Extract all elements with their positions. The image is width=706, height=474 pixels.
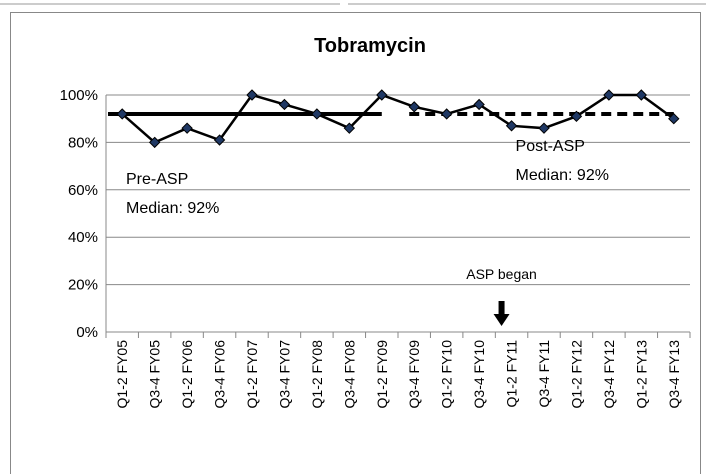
x-tick-label: Q3-4 FY06 (212, 340, 228, 409)
y-tick-label: 0% (76, 324, 98, 341)
data-point (181, 122, 193, 134)
data-point (278, 98, 291, 111)
data-point (148, 136, 161, 149)
data-point (376, 89, 388, 101)
x-tick-label: Q1-2 FY08 (309, 340, 325, 409)
data-point (505, 120, 518, 132)
data-point (570, 110, 583, 123)
x-tick-label: Q1-2 FY11 (504, 340, 520, 408)
data-point (603, 89, 615, 101)
event-arrow-shaft (498, 301, 505, 315)
data-point (116, 108, 128, 120)
y-tick-label: 40% (68, 229, 98, 246)
x-tick-label: Q1-2 FY12 (568, 340, 584, 409)
x-tick-label: Q1-2 FY07 (244, 340, 260, 409)
x-tick-label: Q1-2 FY06 (179, 340, 195, 409)
x-tick-label: Q3-4 FY12 (601, 340, 617, 409)
x-tick-label: Q3-4 FY10 (471, 340, 487, 409)
data-point (668, 112, 680, 125)
y-tick-label: 80% (68, 134, 98, 151)
data-point (635, 89, 648, 101)
x-tick-label: Q1-2 FY13 (633, 340, 649, 409)
x-tick-label: Q1-2 FY09 (374, 340, 390, 409)
median-label: Median: 92% (126, 200, 219, 217)
x-tick-label: Q3-4 FY09 (406, 340, 422, 409)
x-tick-label: Q3-4 FY08 (341, 340, 357, 409)
data-point (213, 134, 226, 146)
data-line (121, 93, 675, 144)
data-point (343, 122, 356, 134)
chart-title: Tobramycin (314, 35, 426, 57)
x-tick-label: Q3-4 FY07 (276, 340, 292, 409)
data-point (538, 122, 550, 134)
y-tick-label: 20% (68, 277, 98, 294)
data-point (408, 101, 420, 113)
x-tick-label: Q3-4 FY05 (147, 340, 163, 409)
data-point (473, 98, 485, 111)
median-label: Post-ASP (516, 138, 585, 155)
data-point (440, 108, 453, 120)
chart-border (10, 12, 701, 474)
data-point (311, 108, 323, 120)
x-tick-label: Q3-4 FY13 (666, 340, 682, 409)
x-tick-label: Q1-2 FY05 (114, 340, 130, 409)
data-point (246, 89, 258, 101)
y-tick-label: 60% (68, 182, 98, 199)
y-tick-label: 100% (60, 87, 98, 104)
median-label: Pre-ASP (126, 171, 188, 188)
event-arrow-head (493, 314, 510, 326)
x-tick-label: Q3-4 FY11 (536, 340, 552, 408)
x-tick-label: Q1-2 FY10 (439, 340, 455, 409)
event-label: ASP began (466, 266, 537, 282)
median-label: Median: 92% (516, 167, 609, 184)
